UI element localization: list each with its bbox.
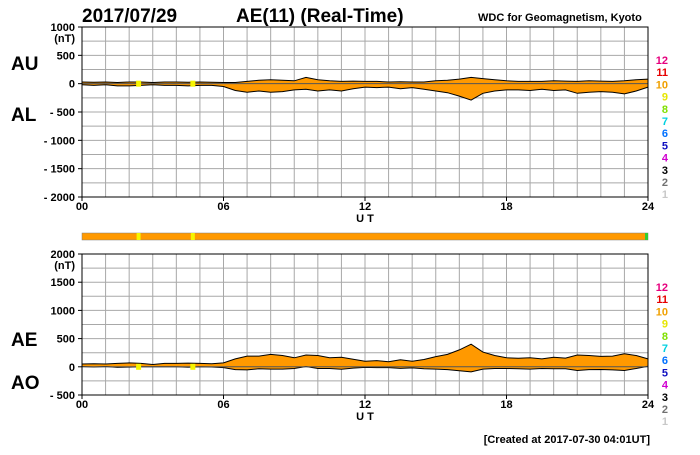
series-line-au (81, 76, 649, 84)
x-axis-label: U T (356, 411, 374, 423)
legend-item: 3 (662, 165, 668, 177)
zero-marker (136, 80, 142, 87)
series-label-ae: AE (11, 330, 37, 351)
legend-item: 8 (662, 331, 668, 343)
date-title: 2017/07/29 (82, 6, 177, 27)
legend-item: 12 (656, 282, 668, 294)
chart-title: AE(11) (Real-Time) (236, 6, 404, 27)
legend-item: 7 (662, 343, 668, 355)
legend-item: 2 (662, 177, 668, 189)
x-tick-label: 18 (500, 399, 512, 411)
legend-item: 11 (656, 67, 668, 79)
y-tick-label: 500 (57, 334, 75, 346)
unit-label: (nT) (54, 260, 75, 272)
y-tick-label: 2000 (51, 249, 75, 261)
au-al-panel: 1000 500 0 - 500 - 1000 - 1500 - 2000 (nT) 00 06 1… (11, 22, 669, 225)
zero-marker (190, 363, 196, 370)
legend-item: 4 (662, 380, 669, 392)
station-bar-marker (645, 233, 648, 240)
legend-item: 1 (662, 189, 668, 201)
x-tick-label: 24 (642, 399, 655, 411)
x-tick-label: 06 (217, 201, 229, 213)
legend-item: 12 (656, 55, 668, 67)
x-axis-label: U T (356, 213, 374, 225)
legend-item: 6 (662, 355, 668, 367)
series-label-au: AU (11, 54, 38, 75)
x-tick-label: 06 (217, 399, 229, 411)
legend-item: 7 (662, 116, 668, 128)
created-timestamp: [Created at 2017-07-30 04:01UT] (484, 434, 651, 446)
station-count-bar (81, 232, 649, 241)
x-tick-label: 00 (76, 201, 88, 213)
x-tick-label: 00 (76, 399, 88, 411)
y-tick-label: - 500 (50, 107, 75, 119)
zero-marker (190, 80, 196, 87)
series-area-ae-ao (82, 344, 648, 372)
legend-item: 11 (656, 294, 668, 306)
station-bar-marker (190, 233, 195, 240)
series-label-al: AL (11, 105, 37, 126)
y-tick-label: - 1500 (44, 164, 75, 176)
y-tick-label: 0 (69, 79, 75, 91)
legend-item: 9 (662, 92, 668, 104)
y-tick-label: - 2000 (44, 192, 75, 204)
y-tick-label: - 500 (50, 390, 75, 402)
x-tick-label: 12 (359, 201, 371, 213)
legend-item: 5 (662, 140, 668, 152)
y-tick-label: 500 (57, 50, 75, 62)
source-label: WDC for Geomagnetism, Kyoto (478, 12, 642, 24)
zero-marker (136, 363, 142, 370)
legend-item: 5 (662, 367, 668, 379)
series-label-ao: AO (11, 373, 40, 394)
x-tick-label: 24 (642, 201, 655, 213)
legend-item: 10 (656, 306, 668, 318)
legend-item: 9 (662, 319, 668, 331)
y-tick-label: 1000 (51, 22, 75, 34)
x-tick-label: 12 (359, 399, 371, 411)
y-tick-label: - 1000 (44, 135, 75, 147)
x-tick-label: 18 (500, 201, 512, 213)
y-tick-label: 0 (69, 362, 75, 374)
unit-label: (nT) (54, 33, 75, 45)
legend-item: 6 (662, 128, 668, 140)
legend-item: 1 (662, 416, 668, 428)
legend-item: 3 (662, 392, 668, 404)
series-area-au-al (82, 77, 648, 101)
series-line-al (81, 84, 649, 101)
y-tick-label: 1500 (51, 277, 75, 289)
y-tick-label: 1000 (51, 305, 75, 317)
legend-item: 2 (662, 404, 668, 416)
station-bar-marker (136, 233, 141, 240)
legend-item: 8 (662, 104, 668, 116)
legend-item: 10 (656, 79, 668, 91)
legend-item: 4 (662, 153, 669, 165)
station-bar-fill (81, 232, 649, 241)
series-line-ae (81, 343, 649, 366)
